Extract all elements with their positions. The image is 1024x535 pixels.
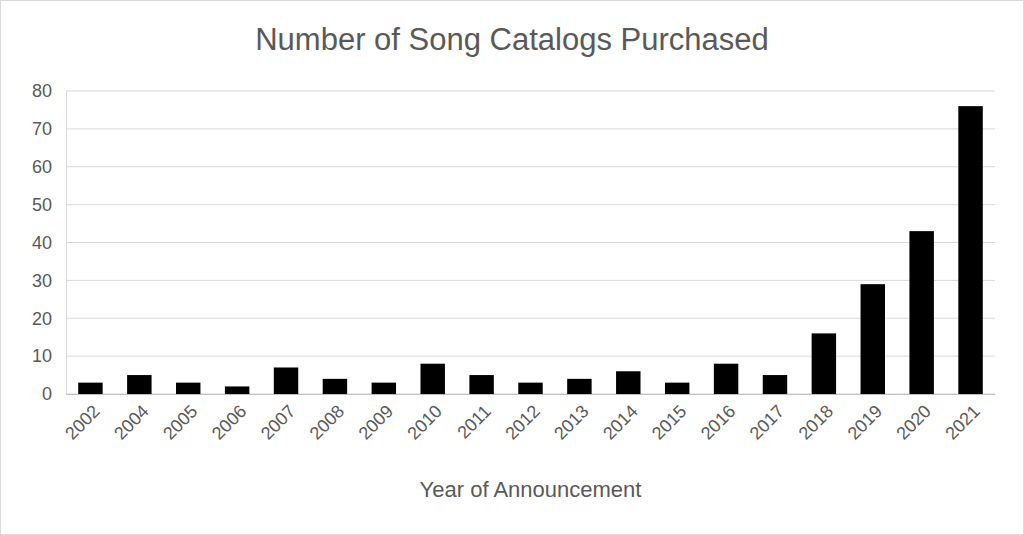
bar [225,386,249,394]
x-tick-label: 2010 [404,401,446,443]
x-tick-label: 2012 [501,401,543,443]
x-tick: 2017 [746,394,788,444]
bar [714,364,738,394]
bar [763,375,787,394]
y-tick: 40 [32,233,66,253]
y-axis: 0 10 20 30 40 50 60 70 80 [32,81,67,404]
x-tick-label: 2016 [697,401,739,443]
bar [861,284,885,394]
x-tick: 2013 [550,394,592,444]
x-tick: 2019 [844,394,886,444]
chart-title: Number of Song Catalogs Purchased [255,22,769,57]
x-tick: 2018 [795,394,837,444]
x-tick: 2002 [61,394,103,444]
x-tick: 2016 [697,394,739,444]
x-tick-label: 2019 [844,401,886,443]
grid-line [66,204,995,205]
grid-line [66,128,995,129]
y-tick-label: 0 [42,384,52,404]
bar [469,375,493,394]
bar [518,383,542,394]
y-tick-label: 70 [32,119,52,139]
x-tick-label: 2009 [355,401,397,443]
bar [274,367,298,394]
x-tick: 2014 [599,394,641,444]
y-tick-label: 10 [32,346,52,366]
x-tick: 2020 [892,394,934,444]
bar [958,106,982,394]
x-tick-label: 2021 [941,401,983,443]
x-tick-label: 2018 [795,401,837,443]
bar [420,364,444,394]
grid-line [66,280,995,281]
x-tick-label: 2014 [599,401,641,443]
grid-line [66,242,995,243]
y-tick: 30 [32,271,66,291]
y-tick: 50 [32,195,66,215]
bar [78,383,102,394]
grid-line [66,91,995,92]
x-tick: 2005 [159,394,201,444]
grid-line [66,166,995,167]
y-tick: 0 [42,384,66,404]
bar [127,375,151,394]
x-tick: 2006 [208,394,250,444]
bar [665,383,689,394]
x-axis: 2002200420052006200720082009201020112012… [61,394,995,444]
bar [812,333,836,394]
grid [66,91,995,394]
x-tick: 2007 [257,394,299,444]
y-tick: 10 [32,346,66,366]
x-tick: 2004 [110,394,152,444]
x-tick: 2015 [648,394,690,444]
x-tick-label: 2015 [648,401,690,443]
x-tick-label: 2017 [746,401,788,443]
chart: 0102030405060708020022004200520062007200… [0,0,1024,535]
y-tick-label: 80 [32,81,52,101]
y-tick: 70 [32,119,66,139]
bars [78,106,983,394]
y-axis-line [66,92,67,395]
x-tick-label: 2007 [257,401,299,443]
bar [323,379,347,394]
x-tick: 2021 [941,394,983,444]
y-tick-label: 20 [32,309,52,329]
x-tick: 2012 [501,394,543,444]
grid-line [66,356,995,357]
y-tick-label: 40 [32,233,52,253]
y-tick-label: 30 [32,271,52,291]
y-tick-label: 50 [32,195,52,215]
bar [372,383,396,394]
x-axis-title: Year of Announcement [420,477,642,502]
bar [567,379,591,394]
grid-line [66,318,995,319]
x-tick-label: 2004 [110,401,152,443]
bar [616,371,640,394]
x-tick: 2011 [453,394,495,443]
x-axis-line [67,394,996,395]
x-tick: 2009 [355,394,397,444]
y-tick-label: 60 [32,157,52,177]
x-tick-label: 2011 [453,401,495,443]
x-tick-label: 2020 [892,401,934,443]
x-tick-label: 2005 [159,401,201,443]
y-tick: 20 [32,309,66,329]
bar [909,231,933,394]
chart-background [1,1,1024,535]
x-tick-label: 2002 [61,401,103,443]
x-tick-label: 2006 [208,401,250,443]
bar [176,383,200,394]
x-tick-label: 2008 [306,401,348,443]
x-tick: 2010 [404,394,446,444]
y-tick: 60 [32,157,66,177]
x-tick: 2008 [306,394,348,444]
x-tick-label: 2013 [550,401,592,443]
y-tick: 80 [32,81,66,101]
